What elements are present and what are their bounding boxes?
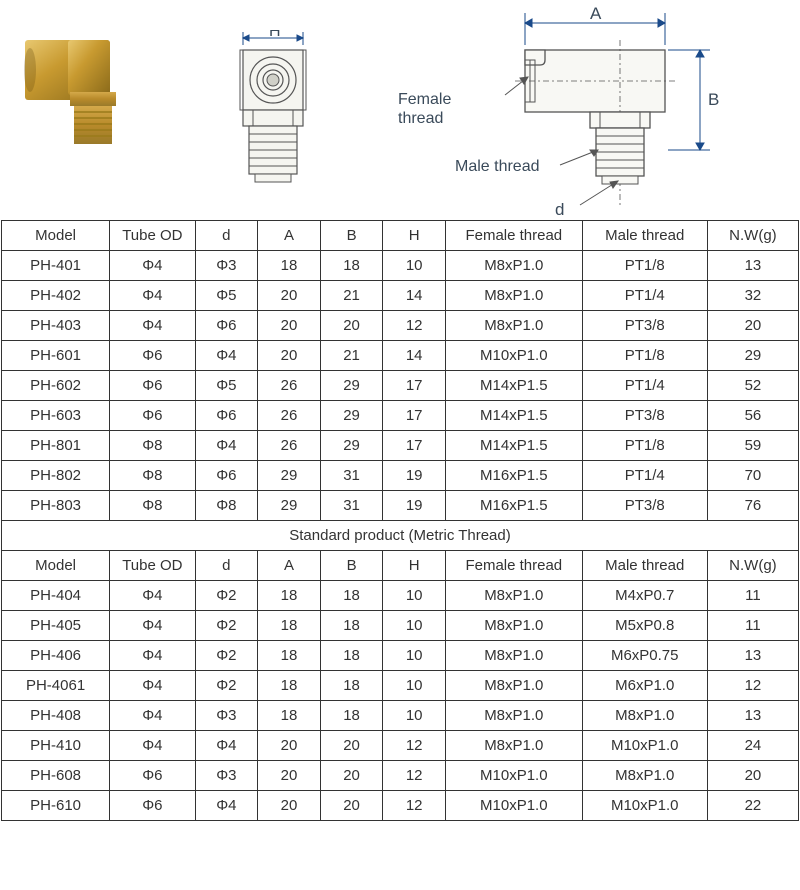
dim-d-label: d (555, 200, 564, 219)
table-row: PH-404Φ4Φ2181810M8xP1.0M4xP0.711 (2, 581, 799, 611)
column-header: d (195, 551, 258, 581)
table-row: PH-408Φ4Φ3181810M8xP1.0M8xP1.013 (2, 701, 799, 731)
table-row: PH-401Φ4Φ3181810M8xP1.0PT1/813 (2, 251, 799, 281)
column-header: Male thread (582, 551, 707, 581)
section-header-row: Standard product (Metric Thread) (2, 521, 799, 551)
diagram-area: H (0, 0, 800, 220)
table-row: PH-608Φ6Φ3202012M10xP1.0M8xP1.020 (2, 761, 799, 791)
column-header: Tube OD (110, 221, 195, 251)
table-row: PH-601Φ6Φ4202114M10xP1.0PT1/829 (2, 341, 799, 371)
column-header: A (258, 551, 321, 581)
table-row: PH-603Φ6Φ6262917M14xP1.5PT3/856 (2, 401, 799, 431)
column-header: H (383, 551, 446, 581)
dim-h-label: H (269, 30, 281, 40)
male-thread-label: Male thread (455, 158, 540, 176)
dim-a-label: A (590, 5, 602, 23)
side-view-drawing: H (225, 30, 325, 210)
table-row: PH-4061Φ4Φ2181810M8xP1.0M6xP1.012 (2, 671, 799, 701)
table-row: PH-602Φ6Φ5262917M14xP1.5PT1/452 (2, 371, 799, 401)
column-header: Model (2, 221, 110, 251)
schematic-drawing: A B (450, 5, 790, 225)
table-row: PH-402Φ4Φ5202114M8xP1.0PT1/432 (2, 281, 799, 311)
column-header: Female thread (445, 551, 582, 581)
column-header: d (195, 221, 258, 251)
column-header: N.W(g) (707, 551, 798, 581)
table-row: PH-802Φ8Φ6293119M16xP1.5PT1/470 (2, 461, 799, 491)
table-header-row: ModelTube ODdABHFemale threadMale thread… (2, 551, 799, 581)
column-header: A (258, 221, 321, 251)
column-header: N.W(g) (707, 221, 798, 251)
column-header: Model (2, 551, 110, 581)
table-row: PH-406Φ4Φ2181810M8xP1.0M6xP0.7513 (2, 641, 799, 671)
column-header: Male thread (582, 221, 707, 251)
table-row: PH-403Φ4Φ6202012M8xP1.0PT3/820 (2, 311, 799, 341)
dim-b-label: B (708, 90, 719, 109)
product-photo (20, 30, 150, 150)
female-thread-label: Female thread (398, 90, 451, 128)
table-row: PH-610Φ6Φ4202012M10xP1.0M10xP1.022 (2, 791, 799, 821)
table-row: PH-801Φ8Φ4262917M14xP1.5PT1/859 (2, 431, 799, 461)
column-header: B (320, 551, 383, 581)
column-header: Tube OD (110, 551, 195, 581)
table-header-row: ModelTube ODdABHFemale threadMale thread… (2, 221, 799, 251)
column-header: B (320, 221, 383, 251)
column-header: Female thread (445, 221, 582, 251)
table-row: PH-803Φ8Φ8293119M16xP1.5PT3/876 (2, 491, 799, 521)
spec-table-1: ModelTube ODdABHFemale threadMale thread… (1, 220, 799, 821)
column-header: H (383, 221, 446, 251)
table-row: PH-405Φ4Φ2181810M8xP1.0M5xP0.811 (2, 611, 799, 641)
table-row: PH-410Φ4Φ4202012M8xP1.0M10xP1.024 (2, 731, 799, 761)
